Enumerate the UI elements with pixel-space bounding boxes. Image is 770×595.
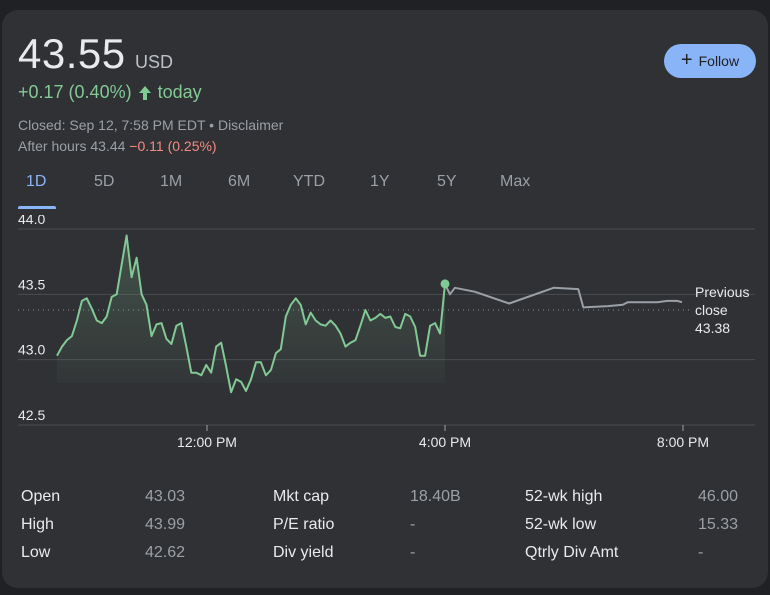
arrow-up-icon [138,85,151,100]
stat-label-high: High [21,516,54,533]
active-tab-indicator [18,206,56,209]
tab-6m[interactable]: 6M [228,173,251,190]
stat-value-pe-ratio: - [410,516,416,533]
stat-label-mkt-cap: Mkt cap [273,488,330,505]
stat-value-52wk-high: 46.00 [698,488,739,505]
currency-label: USD [135,52,174,72]
time-range-tabs: 1D 5D 1M 6M YTD 1Y 5Y Max [2,173,768,209]
stat-value-low: 42.62 [145,544,186,561]
stat-value-qtrly-div: - [698,544,704,561]
tab-1y[interactable]: 1Y [370,173,390,190]
current-price: 43.55 [18,30,126,77]
stock-quote-card: 43.55 USD +0.17 (0.40%) today Closed: Se… [2,10,768,588]
follow-label: Follow [698,53,740,69]
after-hours-price: After hours 43.44 [18,138,126,154]
stat-label-open: Open [21,488,61,505]
after-hours-line [444,283,683,309]
regular-session-area [57,235,445,393]
previous-close-label-line-2: 43.38 [695,320,730,336]
stat-label-qtrly-div: Qtrly Div Amt [525,544,619,561]
price-change-value: +0.17 (0.40%) [18,82,132,102]
stat-value-52wk-low: 15.33 [698,516,739,533]
x-tick-label-0: 12:00 PM [177,434,237,450]
closed-time: Closed: Sep 12, 7:58 PM EDT • Disclaimer [18,117,284,133]
stat-label-pe-ratio: P/E ratio [273,516,335,533]
tab-1m[interactable]: 1M [160,173,183,190]
stat-label-div-yield: Div yield [273,544,334,561]
close-marker [440,279,450,289]
y-tick-label-2: 43.0 [18,342,45,358]
follow-button[interactable]: + Follow [664,44,756,78]
y-tick-label-1: 43.5 [18,276,45,292]
previous-close-label: Previous close 43.38 [695,284,749,336]
stat-value-div-yield: - [410,544,416,561]
tab-5y[interactable]: 5Y [437,173,457,190]
stat-value-open: 43.03 [145,488,186,505]
after-hours-change: −0.11 (0.25%) [129,138,217,154]
x-tick-label-1: 4:00 PM [419,434,471,450]
y-tick-label-3: 42.5 [18,407,45,423]
tab-5d[interactable]: 5D [94,173,115,190]
stat-value-mkt-cap: 18.40B [410,488,461,505]
tab-ytd[interactable]: YTD [293,173,325,190]
price-chart[interactable]: 44.0 43.5 43.0 42.5 Previous close 43.38 12:00 … [2,215,768,460]
stat-value-high: 43.99 [145,516,186,533]
previous-close-label-line-1: close [695,302,728,318]
price-change-suffix: today [157,82,202,102]
y-tick-label-0: 44.0 [18,215,45,227]
regular-session-line [56,234,446,394]
stat-label-52wk-low: 52-wk low [525,516,597,533]
plus-icon: + [680,49,693,71]
after-hours: After hours 43.44 −0.11 (0.25%) [18,138,217,154]
x-tick-label-2: 8:00 PM [657,434,709,450]
previous-close-label-line-0: Previous [695,284,749,300]
price-change: +0.17 (0.40%) today [18,82,202,103]
tab-max[interactable]: Max [500,173,531,190]
tab-1d[interactable]: 1D [26,173,47,190]
stat-label-52wk-high: 52-wk high [525,488,603,505]
stat-label-low: Low [21,544,51,561]
